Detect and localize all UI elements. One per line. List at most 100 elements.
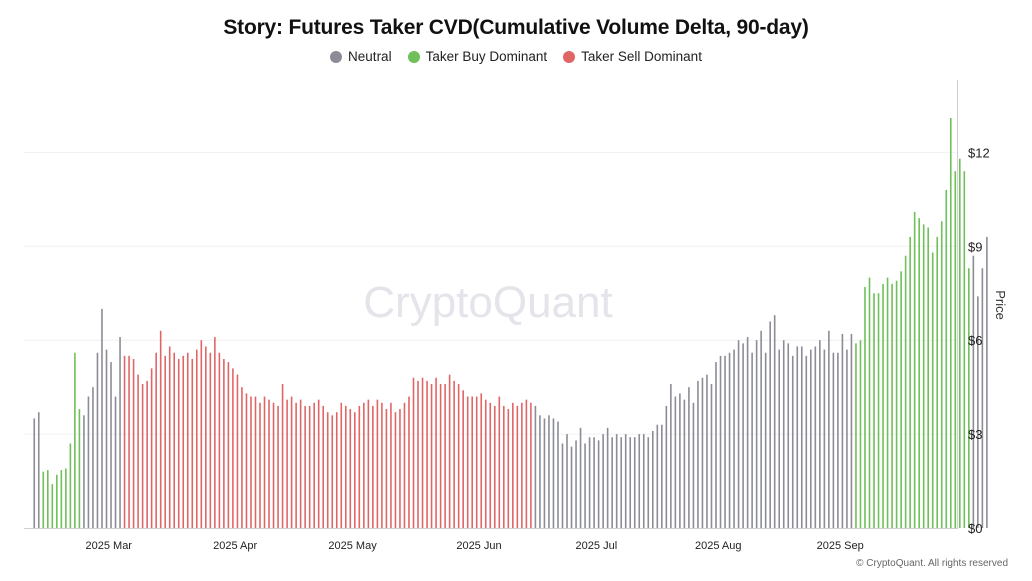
bar[interactable] (629, 437, 632, 528)
bar[interactable] (661, 424, 663, 528)
bar[interactable] (859, 340, 862, 528)
bar[interactable] (281, 384, 284, 528)
bar[interactable] (105, 349, 108, 528)
bar[interactable] (168, 346, 171, 528)
bar[interactable] (706, 374, 708, 528)
bar[interactable] (141, 384, 144, 528)
bar[interactable] (692, 402, 695, 528)
bar[interactable] (195, 349, 198, 528)
bar[interactable] (810, 349, 812, 528)
bar[interactable] (308, 405, 311, 528)
bar[interactable] (688, 387, 690, 528)
bar[interactable] (331, 415, 334, 528)
bar[interactable] (561, 443, 564, 528)
bar[interactable] (209, 352, 212, 528)
bar[interactable] (471, 396, 473, 528)
bar[interactable] (782, 340, 785, 528)
bar[interactable] (575, 440, 577, 528)
bar[interactable] (805, 355, 808, 528)
bar[interactable] (205, 346, 207, 528)
bar[interactable] (489, 402, 492, 528)
bar[interactable] (182, 355, 185, 528)
bar[interactable] (37, 412, 40, 528)
bar[interactable] (828, 330, 830, 528)
bar[interactable] (710, 384, 713, 528)
bar[interactable] (837, 352, 839, 528)
bar[interactable] (945, 189, 948, 528)
bar[interactable] (326, 412, 329, 528)
bar[interactable] (367, 399, 370, 528)
bar[interactable] (399, 409, 401, 528)
bar[interactable] (900, 271, 902, 528)
bar[interactable] (340, 402, 343, 528)
bar[interactable] (525, 399, 528, 528)
bar[interactable] (254, 396, 257, 528)
bar[interactable] (895, 280, 898, 528)
bar[interactable] (493, 405, 496, 528)
bar[interactable] (417, 380, 419, 528)
bar[interactable] (299, 399, 302, 528)
bar[interactable] (539, 415, 541, 528)
bar[interactable] (87, 396, 90, 528)
bar[interactable] (132, 358, 135, 528)
bar[interactable] (543, 418, 546, 528)
bar[interactable] (110, 362, 112, 528)
bar[interactable] (742, 343, 744, 528)
bar[interactable] (286, 399, 288, 528)
bar[interactable] (733, 349, 735, 528)
bar[interactable] (426, 380, 428, 528)
bar[interactable] (886, 277, 889, 528)
bar[interactable] (633, 437, 636, 528)
bar[interactable] (42, 471, 45, 528)
bar[interactable] (159, 330, 162, 528)
bar[interactable] (918, 218, 920, 528)
bar[interactable] (457, 384, 460, 528)
bar[interactable] (403, 402, 406, 528)
bar[interactable] (78, 409, 81, 528)
bar[interactable] (372, 405, 374, 528)
bar[interactable] (913, 211, 916, 528)
bar[interactable] (223, 358, 225, 528)
bar[interactable] (83, 415, 85, 528)
bar[interactable] (909, 236, 911, 528)
bar[interactable] (683, 399, 686, 528)
bar[interactable] (701, 377, 704, 528)
bar[interactable] (724, 355, 726, 528)
bar[interactable] (697, 380, 699, 528)
bar[interactable] (507, 409, 510, 528)
bar[interactable] (277, 405, 279, 528)
bar[interactable] (977, 296, 979, 528)
bar[interactable] (259, 402, 261, 528)
bar[interactable] (728, 352, 731, 528)
bar[interactable] (512, 402, 514, 528)
bar[interactable] (435, 377, 437, 528)
bar[interactable] (873, 293, 875, 528)
bar[interactable] (638, 434, 641, 528)
bar[interactable] (719, 355, 722, 528)
bar[interactable] (534, 405, 537, 528)
bar[interactable] (381, 402, 383, 528)
bar[interactable] (146, 380, 148, 528)
bar[interactable] (354, 412, 356, 528)
bar[interactable] (186, 352, 189, 528)
bar[interactable] (679, 393, 681, 528)
bar[interactable] (475, 396, 478, 528)
bar[interactable] (656, 424, 659, 528)
bar[interactable] (737, 340, 740, 528)
bar[interactable] (642, 434, 645, 528)
bar[interactable] (593, 437, 595, 528)
bar[interactable] (769, 321, 771, 528)
bar[interactable] (439, 384, 442, 528)
bar[interactable] (746, 337, 749, 528)
bar[interactable] (665, 405, 668, 528)
bar[interactable] (60, 470, 63, 529)
bar[interactable] (177, 358, 180, 528)
bar[interactable] (335, 412, 338, 528)
bar[interactable] (448, 374, 451, 528)
bar[interactable] (755, 340, 758, 528)
bar[interactable] (855, 343, 857, 528)
bar[interactable] (841, 333, 844, 528)
bar[interactable] (65, 468, 67, 528)
bar[interactable] (949, 117, 952, 528)
bar[interactable] (584, 443, 586, 528)
